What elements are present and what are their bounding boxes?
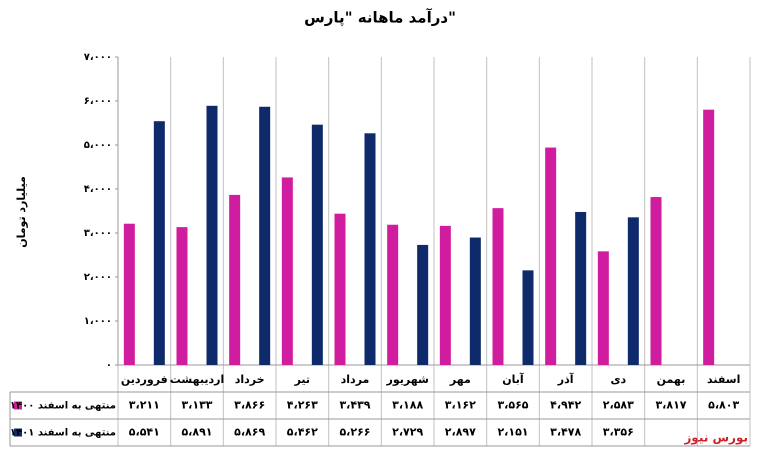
bar	[153, 121, 165, 365]
legend-swatch	[14, 401, 22, 410]
x-tick-label: خرداد	[235, 373, 265, 386]
data-label: ۵،۸۶۹	[234, 426, 265, 439]
data-label: ۳،۸۱۷	[655, 399, 686, 412]
bar	[259, 106, 271, 365]
x-tick-label: آذر	[557, 372, 574, 386]
bar	[229, 194, 241, 365]
watermark: بورس نیوز	[683, 431, 748, 446]
data-label: ۳،۴۷۸	[550, 426, 581, 439]
bar	[597, 251, 609, 365]
data-label: ۲،۷۲۹	[392, 426, 423, 439]
data-label: ۵،۴۶۲	[287, 426, 318, 439]
data-label: ۲،۵۸۳	[603, 399, 634, 412]
x-tick-label: مهر	[449, 373, 471, 386]
bar	[469, 237, 481, 365]
bar	[311, 124, 323, 365]
y-tick-label: ۵،۰۰۰	[84, 140, 112, 151]
bar	[650, 197, 662, 365]
x-tick-label: شهریور	[386, 373, 429, 386]
data-label: ۵،۲۶۶	[339, 426, 370, 439]
x-tick-label: اردیبهشت	[170, 373, 224, 386]
y-axis-label: میلیارد تومان	[15, 176, 28, 248]
data-label: ۳،۱۸۸	[392, 399, 423, 412]
x-tick-label: بهمن	[657, 373, 686, 386]
bar	[364, 133, 376, 365]
legend-label: منتهی به اسفند ۱۴۰۰	[10, 401, 116, 412]
y-tick-label: ۶،۰۰۰	[84, 96, 112, 107]
bar	[206, 105, 218, 366]
data-label: ۳،۳۵۶	[603, 426, 634, 439]
x-tick-label: دی	[610, 373, 626, 386]
data-label: ۲،۸۹۷	[445, 426, 476, 439]
data-label: ۳،۴۳۹	[339, 399, 370, 412]
y-tick-label: ۴،۰۰۰	[84, 184, 112, 195]
chart-title: درآمد ماهانه "پارس"	[304, 9, 456, 28]
bar	[334, 213, 346, 365]
x-tick-label: مرداد	[341, 373, 370, 386]
y-tick-label: ۲،۰۰۰	[84, 272, 112, 283]
legend-swatch	[14, 428, 22, 437]
y-tick-label: ۳،۰۰۰	[84, 228, 112, 239]
bar	[492, 208, 504, 365]
bar	[545, 147, 557, 365]
y-tick-label: ۱،۰۰۰	[84, 316, 112, 327]
bar	[417, 244, 429, 365]
data-label: ۵،۸۹۱	[181, 426, 212, 439]
y-tick-label: ۷،۰۰۰	[84, 52, 112, 63]
bar	[703, 109, 715, 365]
data-label: ۳،۱۶۲	[445, 399, 476, 412]
bar	[387, 224, 399, 365]
bar	[123, 223, 135, 365]
bar	[627, 217, 639, 365]
x-tick-label: فروردین	[121, 373, 168, 386]
legend-label: منتهی به اسفند ۱۴۰۱	[10, 428, 116, 439]
bar	[281, 177, 293, 365]
data-label: ۴،۹۴۲	[550, 399, 581, 412]
data-label: ۳،۱۳۳	[181, 399, 212, 412]
x-tick-label: تیر	[294, 373, 310, 386]
data-label: ۲،۱۵۱	[497, 426, 528, 439]
data-label: ۳،۵۶۵	[497, 399, 528, 412]
bar	[439, 225, 451, 365]
x-tick-label: اسفند	[707, 373, 740, 386]
bar	[176, 227, 188, 365]
data-label: ۳،۸۶۶	[234, 399, 265, 412]
data-label: ۴،۲۶۳	[287, 399, 318, 412]
bar	[522, 270, 534, 365]
data-label: ۵،۵۴۱	[129, 426, 160, 439]
data-label: ۵،۸۰۳	[708, 399, 739, 412]
bar	[575, 211, 587, 365]
x-tick-label: آبان	[502, 372, 524, 386]
y-tick-label: ۰	[106, 360, 112, 371]
data-label: ۳،۲۱۱	[129, 399, 160, 412]
